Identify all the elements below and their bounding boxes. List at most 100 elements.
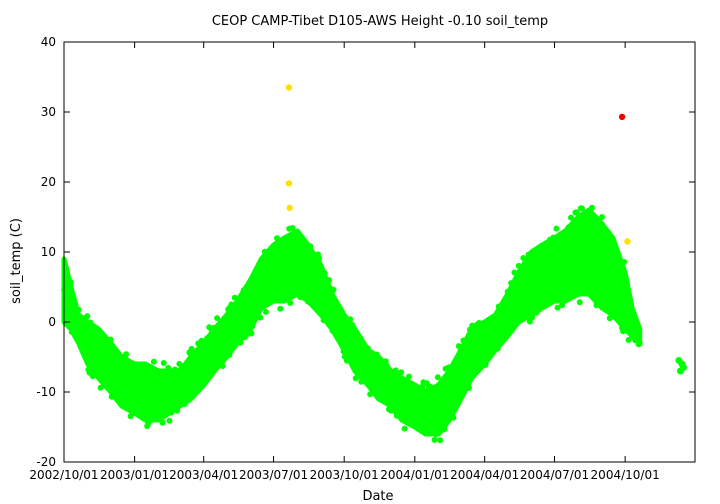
series-good-point — [434, 374, 441, 381]
series-good-point — [100, 359, 107, 366]
series-good-point — [613, 306, 620, 313]
series-good-point — [104, 378, 111, 385]
series-good-point — [76, 327, 83, 334]
series-good-point — [266, 266, 273, 273]
series-good-point — [500, 334, 507, 340]
series-good-point — [475, 320, 482, 326]
x-tick-label: 2004/10/01 — [591, 468, 660, 482]
series-good-point — [231, 294, 238, 301]
series-good-point — [538, 265, 544, 271]
series-good-point — [110, 393, 117, 400]
series-good-point — [289, 225, 296, 231]
series-good-point — [220, 349, 227, 356]
series-good-point — [103, 336, 110, 343]
series-good-point — [400, 387, 407, 394]
series-good-point — [357, 335, 364, 341]
series-good-point — [217, 354, 224, 361]
series-good-point — [380, 385, 387, 392]
series-good-point — [634, 321, 641, 328]
series-good-point — [185, 358, 192, 365]
series-good-point — [249, 322, 256, 329]
series-good-point — [464, 359, 471, 366]
series-good-point — [69, 315, 76, 322]
series-good-point — [627, 300, 634, 307]
series-good-point — [221, 343, 228, 350]
series-good-point — [397, 379, 404, 386]
series-good-point — [303, 262, 310, 269]
series-good-point — [566, 226, 573, 233]
series-good-point — [203, 375, 209, 382]
series-good-point — [379, 379, 386, 386]
series-good-point — [498, 317, 505, 323]
series-good-point — [224, 324, 231, 331]
series-good-point — [275, 258, 282, 265]
series-good-point — [91, 326, 97, 333]
series-good-point — [621, 259, 628, 265]
series-good-point — [92, 342, 99, 348]
series-good-point — [133, 408, 140, 415]
series-good-point — [218, 329, 225, 336]
series-good-point — [87, 319, 94, 326]
series-good-point — [257, 314, 264, 321]
series-good-point — [430, 418, 437, 425]
series-good-point — [271, 297, 278, 304]
series-good-point — [148, 400, 155, 407]
series-good-point — [352, 375, 359, 382]
y-tick-label: 0 — [48, 315, 56, 329]
series-good-point — [573, 209, 580, 216]
x-tick-label: 2004/04/01 — [450, 468, 519, 482]
series-good-point — [115, 367, 122, 374]
series-good-point — [280, 280, 287, 287]
series-good-point — [127, 413, 134, 420]
series-good-point — [102, 346, 108, 353]
series-good-point — [529, 314, 536, 321]
series-good-point — [401, 425, 408, 432]
series-good-point — [439, 418, 446, 425]
series-good-point — [587, 250, 594, 257]
series-good-point — [329, 327, 336, 334]
series-good-point — [497, 322, 503, 329]
series-good-point — [174, 407, 181, 414]
series-good-point — [238, 315, 245, 322]
series-good-point — [531, 262, 538, 269]
series-questionable-point — [285, 180, 293, 187]
series-good-point — [540, 246, 547, 253]
series-good-point — [625, 337, 632, 343]
series-good-point — [155, 385, 162, 392]
series-good-point — [541, 295, 548, 302]
series-good-point — [422, 407, 429, 414]
series-good-point — [522, 281, 529, 288]
series-good-point — [490, 318, 497, 325]
series-good-point — [465, 385, 472, 391]
series-good-point — [599, 214, 605, 220]
series-good-point — [359, 363, 366, 370]
series-good-point — [128, 372, 135, 379]
series-good-point — [269, 271, 276, 277]
series-good-point — [229, 306, 236, 313]
series-good-point — [276, 265, 283, 272]
series-good-point — [569, 279, 576, 286]
series-good-point — [119, 361, 126, 367]
series-good-point — [262, 308, 269, 315]
series-good-point — [544, 258, 551, 264]
x-tick-label: 2003/10/01 — [310, 468, 379, 482]
series-good-point — [201, 347, 208, 354]
series-good-point — [633, 329, 640, 336]
series-good-point — [571, 269, 578, 276]
series-good-point — [629, 311, 635, 318]
series-good-point — [300, 290, 307, 297]
series-good-point — [265, 285, 272, 292]
series-good-point — [97, 384, 104, 391]
y-tick-label: 30 — [41, 105, 56, 119]
series-good-point — [163, 395, 170, 402]
series-good-point — [170, 385, 177, 392]
series-good-point — [282, 241, 289, 248]
series-good-point — [406, 373, 412, 380]
series-good-point — [328, 319, 335, 326]
series-good-point — [302, 256, 309, 263]
series-good-point — [94, 360, 101, 367]
series-good-point — [512, 296, 519, 303]
series-good-point — [219, 363, 226, 369]
series-good-point — [82, 335, 89, 342]
series-good-point — [159, 419, 166, 426]
